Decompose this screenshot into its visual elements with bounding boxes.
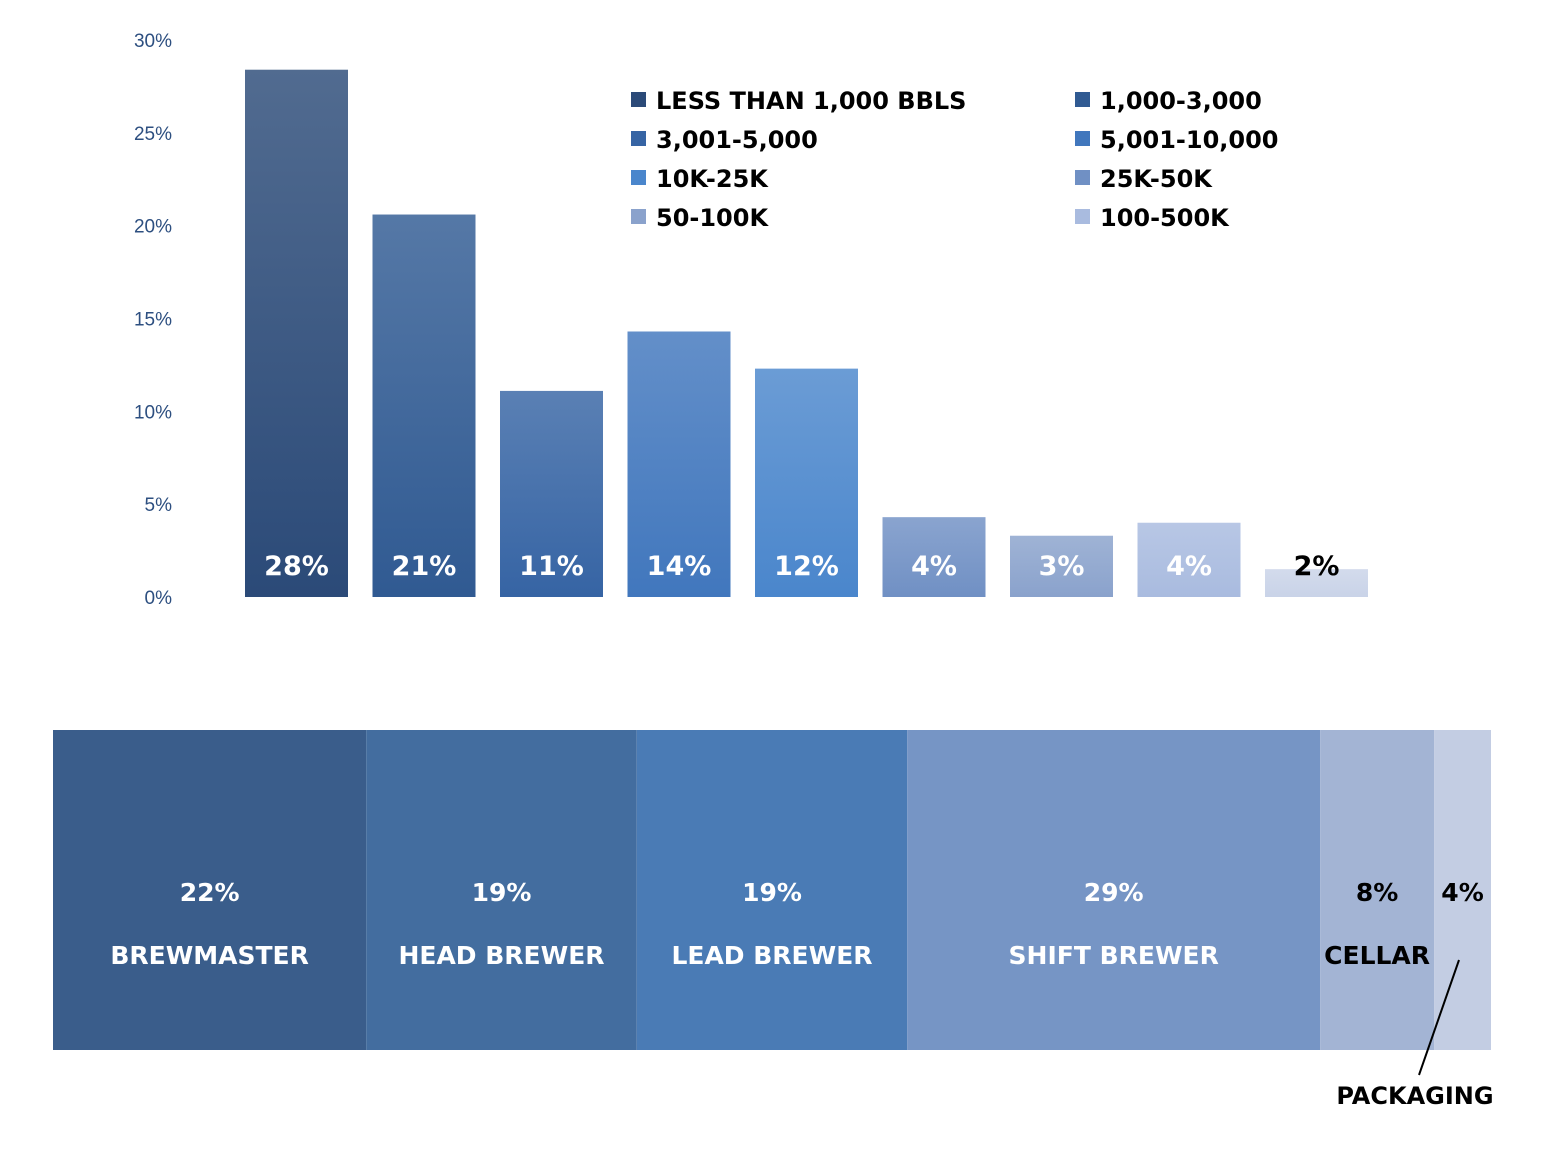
legend-swatch <box>631 209 646 224</box>
segment-category-label: HEAD BREWER <box>398 941 604 970</box>
legend: LESS THAN 1,000 BBLS 1,000-3,000 3,001-5,0… <box>631 87 1279 232</box>
legend-swatch <box>1075 170 1090 185</box>
y-tick-label: 5% <box>145 495 173 516</box>
legend-entry-label: 1,000-3,000 <box>1100 87 1262 115</box>
y-tick-label: 10% <box>134 402 172 423</box>
legend-entry-label: LESS THAN 1,000 BBLS <box>656 87 966 115</box>
segment-category-label: CELLAR <box>1324 941 1430 970</box>
legend-swatch <box>631 131 646 146</box>
segment-category-label: LEAD BREWER <box>671 941 872 970</box>
legend-swatch <box>1075 92 1090 107</box>
legend-swatch <box>1075 131 1090 146</box>
y-tick-label: 30% <box>134 31 172 52</box>
segment-category-label: PACKAGING <box>1336 1082 1493 1110</box>
legend-entry-label: 100-500K <box>1100 204 1230 232</box>
segment-value-label: 29% <box>1084 878 1144 907</box>
legend-entry-label: 5,001-10,000 <box>1100 126 1279 154</box>
bar-data-label: 21% <box>392 551 457 582</box>
y-tick-label: 0% <box>145 588 173 609</box>
legend-entry-label: 10K-25K <box>656 165 769 193</box>
y-axis: 0% 5% 10% 15% 20% 25% 30% <box>134 31 172 609</box>
y-tick-label: 25% <box>134 124 172 145</box>
bar-data-label: 14% <box>647 551 712 582</box>
bar <box>373 215 476 597</box>
bar-data-label: 12% <box>774 551 839 582</box>
legend-swatch <box>1075 209 1090 224</box>
bar <box>245 70 348 597</box>
stacked-bar: 22% BREWMASTER 19% HEAD BREWER 19% LEAD BREWE… <box>53 730 1494 1110</box>
bar-data-label: 2% <box>1294 551 1340 582</box>
segment-value-label: 22% <box>180 878 240 907</box>
segment-value-label: 8% <box>1356 878 1398 907</box>
legend-swatch <box>631 170 646 185</box>
bar-data-label: 3% <box>1039 551 1085 582</box>
bar-data-label: 4% <box>911 551 957 582</box>
segment-category-label: SHIFT BREWER <box>1009 941 1219 970</box>
segment-value-label: 19% <box>742 878 802 907</box>
segment-value-label: 4% <box>1441 878 1483 907</box>
legend-entry-label: 50-100K <box>656 204 769 232</box>
y-tick-label: 20% <box>134 217 172 238</box>
y-tick-label: 15% <box>134 310 172 331</box>
bar-data-label: 28% <box>264 551 329 582</box>
legend-swatch <box>631 92 646 107</box>
segment-category-label: BREWMASTER <box>110 941 309 970</box>
segment-value-label: 19% <box>472 878 532 907</box>
legend-entry-label: 25K-50K <box>1100 165 1213 193</box>
bar-data-label: 4% <box>1166 551 1212 582</box>
legend-entry-label: 3,001-5,000 <box>656 126 818 154</box>
bar-data-label: 11% <box>519 551 584 582</box>
